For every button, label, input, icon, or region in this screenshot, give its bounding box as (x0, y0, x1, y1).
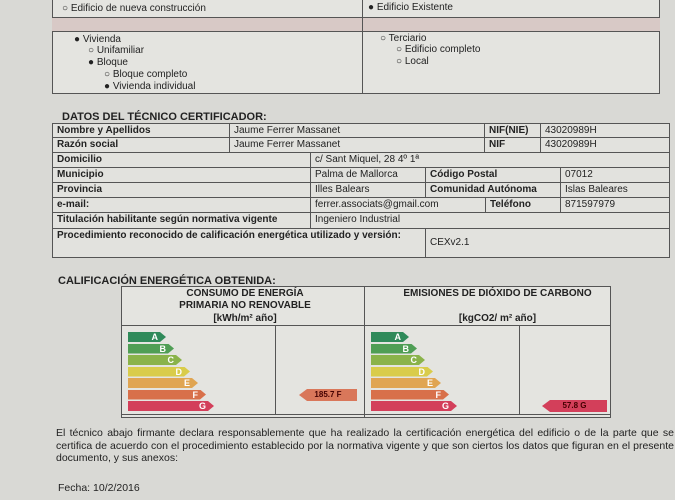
label: Procedimiento reconocido de calificación… (52, 228, 426, 258)
value: c/ Sant Miquel, 28 4º 1ª (310, 152, 670, 168)
tech-section-title: DATOS DEL TÉCNICO CERTIFICADOR: (62, 111, 267, 123)
value: Jaume Ferrer Massanet (229, 123, 485, 138)
value: 43020989H (540, 123, 670, 138)
label: Nombre y Apellidos (52, 123, 230, 138)
label: Municipio (52, 167, 311, 183)
divider (121, 414, 611, 415)
scale-bar-c: C (128, 355, 182, 365)
value: 871597979 (560, 197, 670, 213)
label: NIF (484, 137, 541, 153)
option-new-building: ○ Edificio de nueva construcción (62, 3, 206, 14)
value: ferrer.associats@gmail.com (310, 197, 486, 213)
option-unifamiliar: ○ Unifamiliar (88, 45, 145, 56)
scale-bar-g: G (371, 401, 457, 411)
declaration-text: El técnico abajo firmante declara respon… (56, 427, 674, 464)
date: Fecha: 10/2/2016 (58, 482, 140, 494)
scale-bar-d: D (128, 367, 190, 377)
scale-letter: F (192, 389, 198, 400)
option-bloque-completo: ○ Bloque completo (104, 69, 188, 80)
scale-bar-e: E (371, 378, 441, 388)
scale-letter: B (402, 343, 409, 354)
option-existing-building: ● Edificio Existente (368, 2, 453, 13)
option-edificio-completo: ○ Edificio completo (396, 44, 481, 55)
scale-bar-c: C (371, 355, 425, 365)
scale-bar-f: F (128, 390, 206, 400)
divider (275, 325, 276, 415)
scale-bar-b: B (128, 344, 174, 354)
rating-section-title: CALIFICACIÓN ENERGÉTICA OBTENIDA: (58, 275, 276, 287)
label: NIF(NIE) (484, 123, 541, 138)
label: Titulación habilitante según normativa v… (52, 212, 311, 229)
value: CEXv2.1 (425, 228, 670, 258)
value: 43020989H (540, 137, 670, 153)
scale-letter: G (198, 401, 206, 411)
scale-bar-a: A (128, 332, 166, 342)
consumo-unit: [kWh/m² año] (213, 313, 277, 324)
scale-letter: E (183, 378, 190, 388)
option-local: ○ Local (396, 56, 429, 67)
option-terciario: ○ Terciario (380, 33, 427, 44)
scale-letter: E (426, 378, 433, 388)
scale-letter: F (435, 389, 441, 400)
value: 07012 (560, 167, 670, 183)
scale-bar-f: F (371, 390, 449, 400)
building-type-table (52, 0, 660, 94)
label: Provincia (52, 182, 311, 198)
label: Teléfono (485, 197, 561, 213)
scale-bar-d: D (371, 367, 433, 377)
scale-letter: C (167, 355, 174, 365)
scale-bar-b: B (371, 344, 417, 354)
consumo-indicator: 185.7 F (299, 389, 357, 401)
option-bloque: ● Bloque (88, 57, 128, 68)
option-vivienda-individual: ● Vivienda individual (104, 81, 196, 92)
label: e-mail: (52, 197, 311, 213)
value: Illes Balears (310, 182, 426, 198)
scale-letter: D (418, 366, 425, 377)
divider (121, 325, 611, 326)
separator-row (52, 17, 660, 32)
divider (362, 0, 363, 94)
scale-bar-e: E (128, 378, 198, 388)
scale-letter: B (159, 343, 166, 354)
scale-letter: G (441, 401, 449, 411)
scale-bar-a: A (371, 332, 409, 342)
label: Comunidad Autónoma (425, 182, 561, 198)
scale-letter: C (410, 355, 417, 365)
label: Razón social (52, 137, 230, 153)
label: Domicilio (52, 152, 311, 168)
emissions-indicator: 57.8 G (542, 400, 607, 412)
value: Jaume Ferrer Massanet (229, 137, 485, 153)
scale-letter: D (175, 366, 182, 377)
scale-bar-g: G (128, 401, 214, 411)
emissions-unit: [kgCO2/ m² año] (458, 313, 537, 324)
label: Código Postal (425, 167, 561, 183)
option-vivienda: ● Vivienda (74, 34, 121, 45)
scale-letter: A (151, 332, 158, 342)
scale-letter: A (394, 332, 401, 342)
value: Palma de Mallorca (310, 167, 426, 183)
divider (519, 325, 520, 415)
value: Islas Baleares (560, 182, 670, 198)
value: Ingeniero Industrial (310, 212, 670, 229)
consumo-header: CONSUMO DE ENERGÍA PRIMARIA NO RENOVABLE (179, 288, 311, 311)
emissions-header: EMISIONES DE DIÓXIDO DE CARBONO (403, 288, 592, 299)
divider (364, 286, 365, 418)
